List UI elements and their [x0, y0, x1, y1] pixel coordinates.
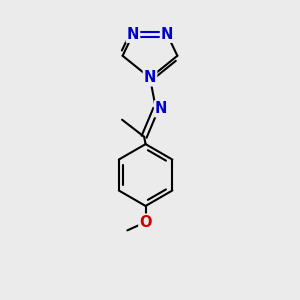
Text: N: N	[161, 27, 173, 42]
Text: N: N	[127, 27, 139, 42]
Text: N: N	[155, 101, 167, 116]
Text: N: N	[144, 70, 156, 86]
Text: O: O	[139, 214, 152, 230]
